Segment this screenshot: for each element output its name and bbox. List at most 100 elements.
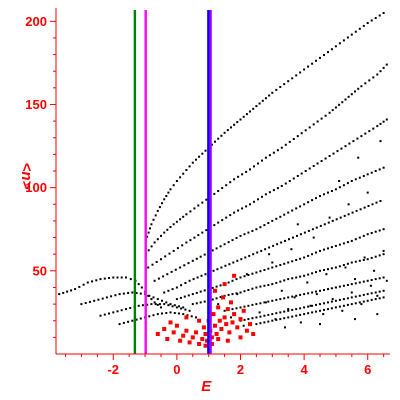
series-0-point-629 [309,304,312,307]
series-0-point-275 [312,165,315,167]
series-0-point-447 [330,246,333,249]
series-1-point-42 [197,318,202,323]
series-0-point-605 [323,308,325,311]
series-0-point-202 [272,151,275,154]
series-1-point-10 [194,330,198,335]
series-0-point-135 [261,99,264,102]
series-0-point-181 [189,210,192,213]
series-0-point-408 [175,298,178,301]
series-0-point-373 [244,256,247,259]
series-0-point-319 [251,229,254,232]
series-0-point-649 [328,216,331,219]
series-0-point-111 [185,169,188,171]
series-1-point-19 [211,312,216,317]
series-0-point-9 [95,279,98,282]
series-0-point-115 [198,155,201,158]
series-0-point-355 [171,288,174,291]
series-0-point-448 [334,244,337,247]
series-0-point-391 [315,226,318,229]
series-0-point-331 [299,205,302,208]
series-0-point-276 [316,162,319,165]
series-0-point-333 [307,201,310,204]
series-0-point-106 [169,188,172,191]
series-0-point-117 [204,149,207,152]
series-0-point-59 [129,307,132,309]
series-0-point-77 [131,319,134,322]
series-0-point-148 [311,62,314,65]
series-0-point-8 [91,280,94,283]
series-0-point-297 [162,275,165,278]
series-0-point-162 [366,22,369,24]
series-1-point-28 [225,307,230,312]
series-0-point-524 [279,298,282,301]
series-0-point-499 [342,264,345,266]
series-0-point-304 [191,259,194,262]
series-0-point-662 [319,323,321,326]
series-0-point-461 [191,303,194,306]
series-0-point-233 [385,63,388,66]
series-0-point-154 [334,45,337,48]
series-0-point-563 [287,309,290,312]
series-0-point-371 [236,259,239,262]
series-0-point-247 [201,231,204,234]
series-0-point-101 [158,206,161,209]
series-0-point-353 [163,291,166,294]
series-0-point-500 [346,262,349,265]
series-0-point-561 [279,311,282,314]
series-0-point-146 [303,68,306,71]
x-axis-label: E [201,378,212,395]
series-0-point-475 [247,289,250,291]
series-0-point-321 [259,226,262,229]
series-0-point-324 [271,219,274,222]
series-0-point-564 [291,308,294,311]
series-0-point-192 [233,178,236,181]
series-0-point-558 [267,313,270,316]
series-1-point-31 [230,320,235,325]
series-1-point-30 [229,300,233,305]
series-0-point-293 [382,120,385,123]
series-0-point-40 [135,292,138,294]
series-0-point-433 [275,265,278,268]
series-0-point-34 [110,295,113,298]
series-0-point-520 [263,301,266,304]
series-0-point-491 [311,272,314,275]
series-0-point-452 [350,239,353,242]
series-0-point-56 [116,310,119,313]
series-0-point-251 [217,221,220,224]
series-0-point-213 [316,120,319,123]
series-0-point-113 [191,161,194,164]
series-0-point-174 [166,228,169,231]
series-1-point-21 [214,332,219,336]
series-0-point-432 [271,266,274,269]
series-0-point-613 [354,302,357,305]
series-0-point-270 [292,177,295,180]
series-0-point-347 [362,175,365,177]
series-0-point-412 [191,293,194,296]
series-1-point-34 [238,317,243,322]
series-0-point-282 [340,147,343,150]
series-0-point-510 [223,309,226,312]
series-0-point-228 [368,79,371,82]
series-1-point-25 [221,295,225,300]
series-0-point-585 [374,291,377,294]
series-0-point-125 [230,126,232,129]
series-0-point-332 [303,203,306,206]
series-0-point-534 [319,289,321,292]
series-0-point-85 [165,312,168,314]
series-0-point-17 [129,278,132,281]
series-0-point-264 [268,191,271,194]
series-1-point-43 [184,315,189,320]
series-0-point-306 [199,255,202,258]
series-1-point-9 [190,335,195,340]
series-0-point-615 [362,300,365,303]
series-0-point-458 [374,230,377,233]
series-0-point-401 [355,209,358,212]
series-0-point-642 [373,269,376,272]
series-0-point-122 [220,134,223,137]
series-1-point-39 [232,273,237,278]
series-0-point-123 [223,131,226,134]
series-0-point-559 [271,313,274,316]
series-0-point-444 [319,249,321,252]
series-0-point-589 [259,322,262,325]
series-0-point-54 [108,312,110,315]
